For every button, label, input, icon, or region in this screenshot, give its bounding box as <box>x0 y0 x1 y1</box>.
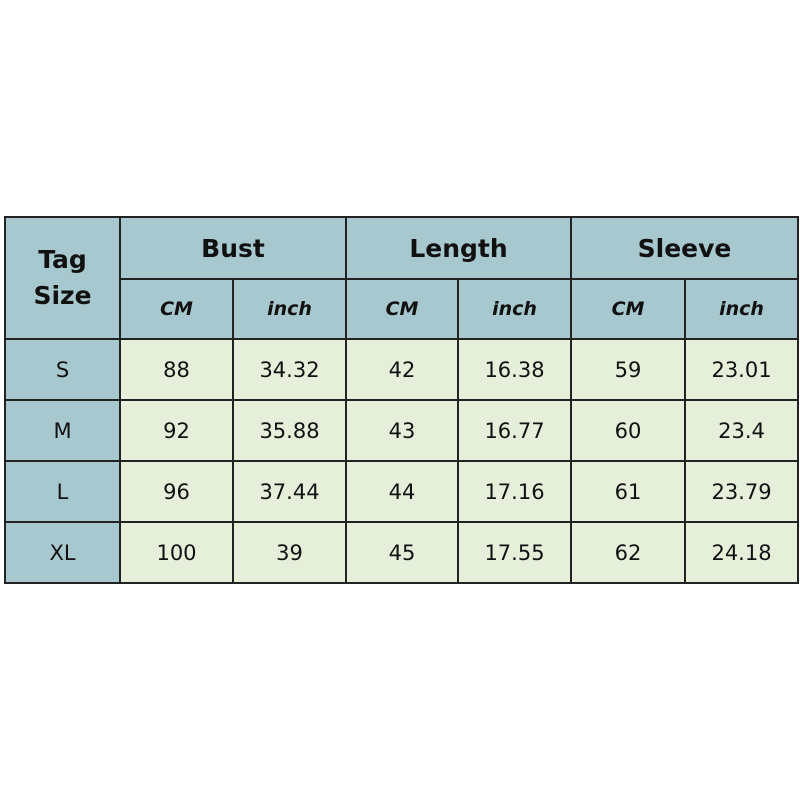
measurement: 60 <box>570 399 687 462</box>
unit-row: CM inch CM inch CM inch <box>5 278 800 340</box>
measurement: 16.38 <box>456 338 573 401</box>
group-header: Bust <box>119 216 347 280</box>
measurement: 61 <box>570 460 687 523</box>
measurement: 23.01 <box>684 338 800 401</box>
data-row: S 88 34.32 42 16.38 59 23.01 <box>4 338 800 401</box>
measurement: 17.16 <box>456 460 573 523</box>
measurement: 23.79 <box>684 460 800 523</box>
size-table: Tag Size Bust Length Sleeve CM inch CM inch CM in… <box>4 216 800 584</box>
measurement: 59 <box>570 338 687 401</box>
table-body: Tag Size Bust Length Sleeve CM inch CM inch CM in… <box>4 216 800 584</box>
size-label: S <box>4 338 121 401</box>
header-row: Tag Size Bust Length Sleeve <box>4 216 800 340</box>
size-label: M <box>4 399 121 462</box>
unit-header: inch <box>684 278 800 340</box>
measurement: 23.4 <box>684 399 800 462</box>
unit-header: inch <box>232 278 347 340</box>
measurement: 96 <box>119 460 234 523</box>
measurement: 88 <box>119 338 234 401</box>
measurement: 42 <box>345 338 459 401</box>
measurement: 35.88 <box>232 399 347 462</box>
data-row: M 92 35.88 43 16.77 60 23.4 <box>4 399 800 462</box>
data-row: L 96 37.44 44 17.16 61 23.79 <box>4 460 800 523</box>
measurement: 16.77 <box>456 399 573 462</box>
unit-header: CM <box>119 278 234 340</box>
size-label: XL <box>4 521 121 584</box>
measurement: 100 <box>119 521 234 584</box>
measurement: 17.55 <box>456 521 573 584</box>
measurement: 43 <box>345 399 459 462</box>
measurement: 62 <box>570 521 687 584</box>
group-header: Sleeve <box>570 216 800 280</box>
unit-header: inch <box>456 278 573 340</box>
unit-header: CM <box>345 278 459 340</box>
measurement: 34.32 <box>232 338 347 401</box>
measurement: 92 <box>119 399 234 462</box>
group-header: Length <box>344 216 573 280</box>
data-row: XL 100 39 45 17.55 62 24.18 <box>4 521 800 584</box>
measurement: 39 <box>232 521 347 584</box>
measurement: 44 <box>345 460 459 523</box>
corner-header: Tag Size <box>4 216 121 340</box>
measurement: 24.18 <box>684 521 800 584</box>
unit-header: CM <box>570 278 687 340</box>
measurement: 37.44 <box>232 460 347 523</box>
measurement: 45 <box>345 521 459 584</box>
size-label: L <box>4 460 121 523</box>
